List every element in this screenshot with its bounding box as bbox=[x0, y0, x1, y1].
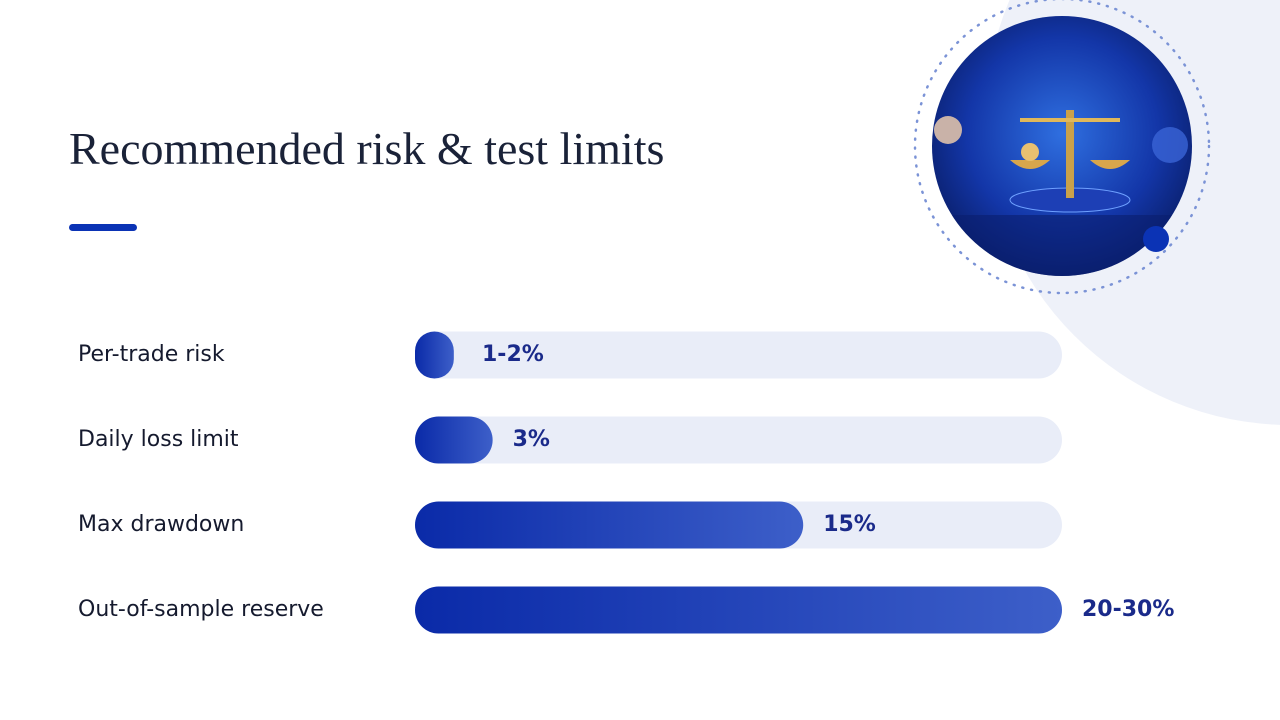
bar bbox=[415, 501, 804, 549]
bar bbox=[415, 586, 1062, 634]
accent-dot bbox=[1143, 226, 1169, 252]
value-label: 20-30% bbox=[1082, 597, 1174, 622]
bar-track bbox=[415, 416, 1062, 464]
chart-title: Recommended risk & test limits bbox=[69, 123, 664, 174]
bar bbox=[415, 331, 454, 379]
title-underline bbox=[69, 224, 137, 231]
dotted-ring bbox=[913, 0, 1211, 295]
value-label: 3% bbox=[513, 427, 550, 452]
value-label: 1-2% bbox=[482, 342, 544, 367]
category-label: Out-of-sample reserve bbox=[78, 597, 324, 622]
bar-track bbox=[415, 331, 1062, 379]
category-label: Max drawdown bbox=[78, 512, 244, 537]
value-label: 15% bbox=[823, 512, 876, 537]
bar bbox=[415, 416, 493, 464]
category-label: Daily loss limit bbox=[78, 427, 239, 452]
category-label: Per-trade risk bbox=[78, 342, 225, 367]
